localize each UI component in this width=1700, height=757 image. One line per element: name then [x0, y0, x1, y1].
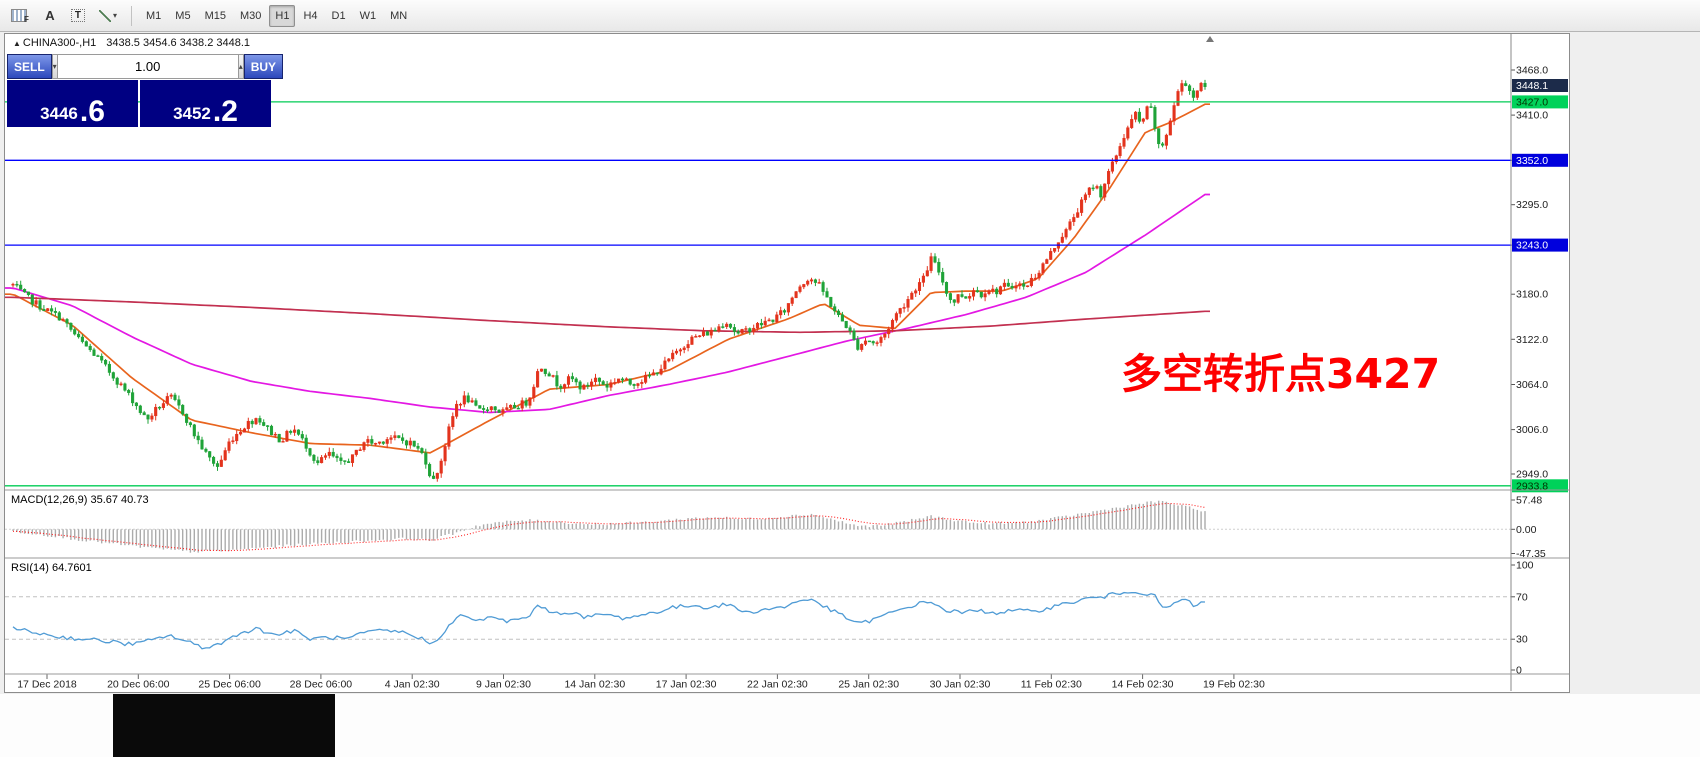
spin-down-icon: ▾ [52, 62, 57, 71]
toolbar: F A T ▾ M1 M5 M15 M30 H1 H4 D1 W1 MN [0, 0, 1700, 32]
price-highlight-label: 3448.1 [1516, 80, 1548, 92]
time-label: 11 Feb 02:30 [1021, 679, 1082, 691]
text-label-tool-button[interactable]: A [37, 5, 63, 27]
price-highlight-bg [1512, 479, 1568, 493]
rsi-indicator-label: RSI(14) 64.7601 [11, 562, 92, 574]
price-tick-label: 3410.0 [1516, 110, 1548, 122]
macd-indicator-label: MACD(12,26,9) 35.67 40.73 [11, 494, 149, 506]
symbol-label: CHINA300-,H1 [22, 37, 97, 49]
one-click-trade-panel: SELL ▾ ▴ BUY 3446 .6 3452 .2 [7, 54, 284, 127]
sell-button[interactable]: SELL [7, 54, 52, 79]
volume-decrease-button[interactable]: ▾ [51, 54, 58, 79]
price-tick-label: 3295.0 [1516, 199, 1548, 211]
time-label: 4 Jan 02:30 [385, 679, 440, 691]
text-tool-button[interactable]: T [65, 5, 91, 27]
price-highlight-bg [1512, 238, 1568, 252]
time-label: 17 Jan 02:30 [656, 679, 717, 691]
volume-input[interactable] [57, 54, 238, 79]
time-label: 9 Jan 02:30 [476, 679, 531, 691]
buy-price-main: 3452 [173, 104, 211, 124]
sell-price-main: 3446 [40, 104, 78, 124]
toolbar-separator [131, 5, 133, 26]
time-label: 22 Jan 02:30 [747, 679, 808, 691]
timeframe-w1-button[interactable]: W1 [354, 5, 383, 27]
drawing-tool-button[interactable]: ▾ [93, 5, 123, 27]
price-highlight-bg [1512, 153, 1568, 167]
text-tool-icon: T [70, 9, 85, 22]
buy-price-frac: .2 [212, 94, 238, 128]
moving-averages-layer [5, 103, 1210, 454]
price-highlight-label: 2933.8 [1516, 480, 1548, 492]
macd-pane: 57.48 0.00 -47.35 [5, 495, 1546, 560]
price-tick-label: 3064.0 [1516, 379, 1548, 391]
symbol-marker-icon: ▲ [13, 39, 21, 48]
background-window [113, 694, 335, 757]
rsi-axis-label: 100 [1516, 560, 1534, 572]
price-tick-label: 3180.0 [1516, 289, 1548, 301]
ma-mid-line [5, 193, 1210, 414]
spin-up-icon: ▴ [238, 62, 243, 71]
rsi-axis-label: 0 [1516, 665, 1522, 677]
time-label: 14 Feb 02:30 [1112, 679, 1174, 691]
time-label: 25 Dec 06:00 [198, 679, 261, 691]
bottom-strip [0, 694, 1700, 757]
buy-price-display[interactable]: 3452 .2 [140, 80, 271, 127]
timeframe-m30-button[interactable]: M30 [234, 5, 267, 27]
candles-layer [11, 79, 1207, 482]
timeframe-m1-button[interactable]: M1 [140, 5, 167, 27]
time-label: 30 Jan 02:30 [930, 679, 991, 691]
dropdown-caret-icon: ▾ [113, 11, 118, 20]
tick-chart-f-label: F [24, 15, 29, 24]
time-label: 14 Jan 02:30 [564, 679, 625, 691]
ma-slow-line [5, 296, 1210, 334]
rsi-pane: 100 70 30 0 [5, 560, 1534, 677]
time-label: 20 Dec 06:00 [107, 679, 170, 691]
timeframe-h1-button[interactable]: H1 [269, 4, 296, 27]
price-highlight-bg [1512, 79, 1568, 92]
timeframe-h4-button[interactable]: H4 [297, 5, 323, 27]
macd-signal-line [12, 502, 1206, 552]
turning-point-annotation: 多空转折点3427 [1121, 350, 1441, 398]
pencil-icon [99, 9, 111, 22]
macd-axis-label: 0.00 [1516, 524, 1537, 536]
timeframe-m15-button[interactable]: M15 [199, 5, 232, 27]
sell-price-frac: .6 [79, 94, 105, 128]
macd-axis-label: 57.48 [1516, 495, 1542, 507]
tick-chart-icon [11, 9, 27, 22]
buy-button[interactable]: BUY [243, 54, 284, 79]
price-highlight-bg [1512, 95, 1568, 109]
time-label: 25 Jan 02:30 [838, 679, 899, 691]
shift-marker-icon [1206, 36, 1214, 42]
rsi-axis-label: 70 [1516, 591, 1528, 603]
price-highlight-label: 3427.0 [1516, 96, 1548, 108]
time-label: 19 Feb 02:30 [1203, 679, 1265, 691]
price-tick-label: 3122.0 [1516, 334, 1548, 346]
timeframe-m5-button[interactable]: M5 [169, 5, 196, 27]
rsi-line [12, 591, 1206, 650]
volume-increase-button[interactable]: ▴ [237, 54, 244, 79]
price-highlight-label: 3352.0 [1516, 155, 1548, 167]
price-axis: 3468.0 3410.0 3352.0 3295.0 3243.0 3180.0 3122… [1511, 65, 1568, 493]
time-label: 28 Dec 06:00 [290, 679, 353, 691]
price-tick-label: 2949.0 [1516, 469, 1548, 481]
sell-price-display[interactable]: 3446 .6 [7, 80, 138, 127]
price-tick-label: 3006.0 [1516, 424, 1548, 436]
tick-chart-tool-button[interactable]: F [5, 5, 35, 27]
price-tick-label: 3468.0 [1516, 65, 1548, 77]
ma-fast-line [5, 103, 1210, 454]
time-axis: 17 Dec 2018 20 Dec 06:00 25 Dec 06:00 28 De… [17, 674, 1265, 691]
macd-axis-label: -47.35 [1516, 548, 1546, 560]
text-label-icon: A [45, 8, 55, 23]
time-label: 17 Dec 2018 [17, 679, 77, 691]
price-chart-canvas[interactable]: 3468.0 3410.0 3352.0 3295.0 3243.0 3180.0 3122… [5, 34, 1569, 692]
price-highlight-label: 3243.0 [1516, 240, 1548, 252]
timeframe-d1-button[interactable]: D1 [326, 5, 352, 27]
chart-header: ▲ CHINA300-,H1 3438.5 3454.6 3438.2 3448.… [13, 37, 250, 49]
timeframe-mn-button[interactable]: MN [384, 5, 413, 27]
ohlc-values: 3438.5 3454.6 3438.2 3448.1 [106, 37, 251, 49]
chart-window: 3468.0 3410.0 3352.0 3295.0 3243.0 3180.0 3122… [4, 33, 1570, 693]
rsi-axis-label: 30 [1516, 634, 1528, 646]
